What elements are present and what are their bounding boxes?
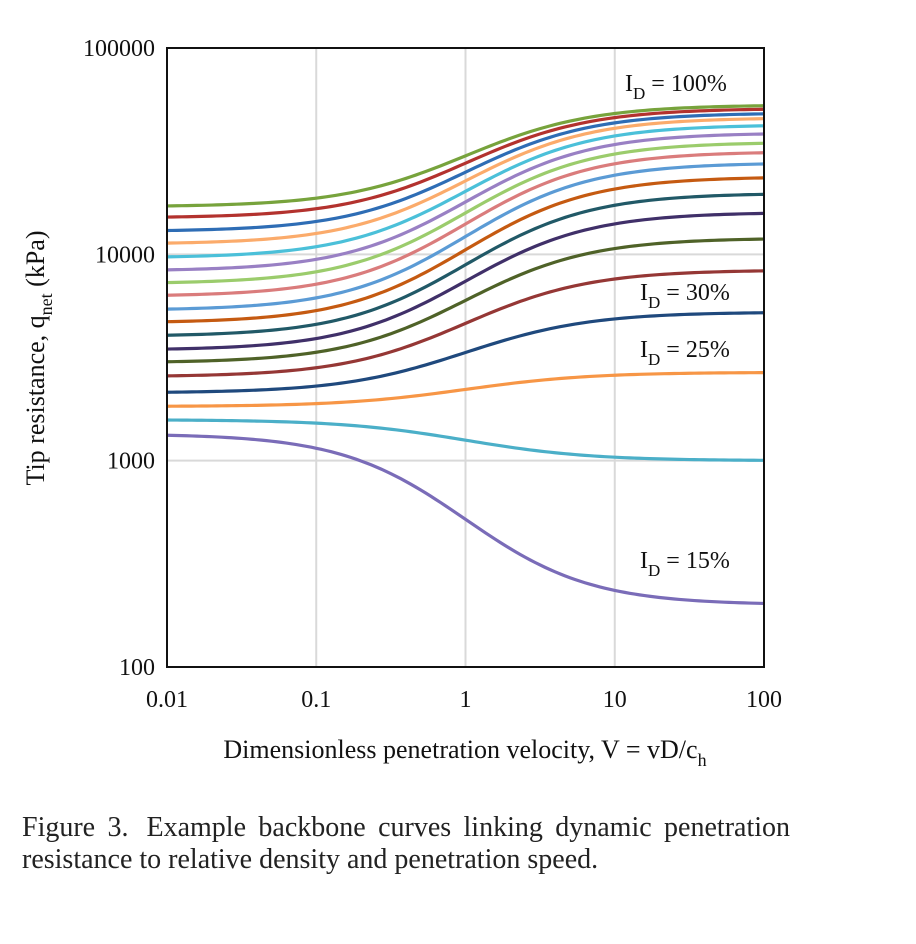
backbone-curve-15 — [166, 117, 765, 245]
annotation-id-100: ID = 100% — [625, 71, 727, 103]
x-tick-label: 10 — [603, 687, 627, 713]
figure-caption: Figure 3. Example backbone curves linking… — [22, 812, 790, 876]
backbone-curve-9 — [166, 176, 765, 324]
backbone-curve-13 — [166, 132, 765, 272]
y-tick-label: 100 — [119, 655, 155, 681]
backbone-curve-3 — [166, 371, 765, 408]
caption-label: Figure 3. — [22, 812, 129, 843]
y-tick-label: 10000 — [95, 242, 155, 268]
chart: 0.01 0.1 1 10 100 100 1000 10000 100000 ID = 100… — [21, 36, 782, 770]
curves — [166, 104, 765, 606]
backbone-curve-5 — [166, 269, 765, 378]
backbone-curve-12 — [166, 141, 765, 285]
backbone-curve-18 — [166, 104, 765, 208]
y-tick-label: 1000 — [107, 449, 155, 475]
backbone-curve-6 — [166, 237, 765, 364]
backbone-curve-11 — [166, 151, 765, 297]
x-tick-label: 1 — [460, 687, 472, 713]
annotation-id-30: ID = 30% — [640, 280, 730, 312]
y-axis-title: Tip resistance, qnet (kPa) — [21, 230, 56, 485]
backbone-curve-7 — [166, 211, 765, 351]
backbone-curve-16 — [166, 112, 765, 233]
backbone-curve-2 — [166, 418, 765, 462]
annotation-id-25: ID = 25% — [640, 337, 730, 369]
backbone-curve-14 — [166, 124, 765, 259]
x-tick-label: 100 — [746, 687, 782, 713]
x-tick-label: 0.01 — [146, 687, 188, 713]
backbone-curve-4 — [166, 311, 765, 394]
backbone-curve-10 — [166, 162, 765, 311]
gridlines — [167, 48, 764, 667]
backbone-curve-8 — [166, 192, 765, 337]
caption-text: Example backbone curves linking dynamic … — [22, 812, 791, 875]
x-axis-title: Dimensionless penetration velocity, V = … — [223, 735, 706, 770]
plot-frame — [166, 47, 765, 668]
x-tick-label: 0.1 — [301, 687, 331, 713]
backbone-curve-17 — [166, 107, 765, 219]
backbone-curve-1 — [166, 433, 765, 606]
annotation-id-15: ID = 15% — [640, 548, 730, 580]
tick-labels: 0.01 0.1 1 10 100 100 1000 10000 100000 — [83, 36, 782, 713]
y-tick-label: 100000 — [83, 36, 155, 62]
